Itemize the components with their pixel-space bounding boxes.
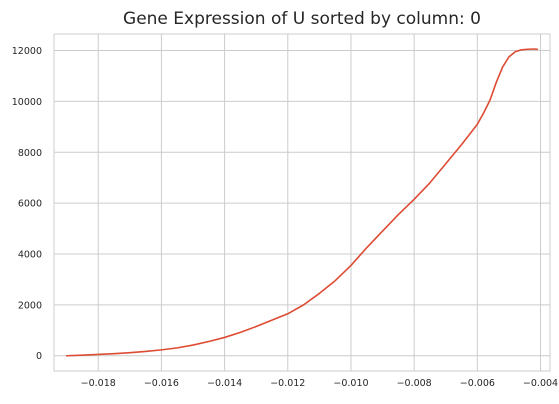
series-line <box>65 48 539 357</box>
y-tick-labels: 0 2000 4000 6000 8000 10000 12000 <box>12 46 42 362</box>
y-tick-label: 10000 <box>12 97 42 108</box>
chart-title: Gene Expression of U sorted by column: 0 <box>123 9 481 29</box>
x-tick-label: −0.006 <box>460 378 495 389</box>
y-tick-label: 8000 <box>18 148 42 159</box>
y-tick-label: 2000 <box>18 300 42 311</box>
x-tick-label: −0.016 <box>144 378 179 389</box>
x-tick-labels: −0.018 −0.016 −0.014 −0.012 −0.010 −0.008 −0.0… <box>81 378 558 389</box>
y-tick-label: 12000 <box>12 46 42 57</box>
plot-series <box>65 48 539 357</box>
y-tick-label: 6000 <box>18 199 42 210</box>
x-tick-label: −0.012 <box>270 378 305 389</box>
grid-lines <box>54 34 550 371</box>
y-tick-label: 4000 <box>18 250 42 261</box>
x-tick-label: −0.018 <box>81 378 116 389</box>
y-tick-label: 0 <box>36 351 42 362</box>
x-tick-label: −0.008 <box>397 378 432 389</box>
x-tick-label: −0.014 <box>207 378 242 389</box>
x-tick-label: −0.010 <box>333 378 368 389</box>
plot-frame <box>53 33 551 372</box>
x-tick-label: −0.004 <box>523 378 558 389</box>
